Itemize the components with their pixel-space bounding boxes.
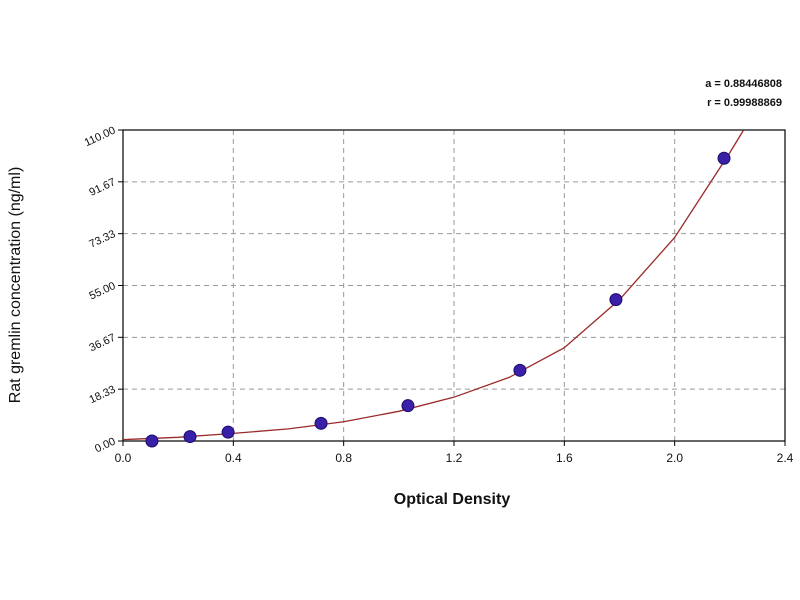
x-tick-label: 0.8 [335, 451, 352, 465]
data-point [221, 425, 235, 439]
annotation: r = 0.99988869 [707, 97, 782, 109]
x-tick-label: 2.4 [777, 451, 794, 465]
x-axis-label: Optical Density [394, 491, 511, 508]
data-point [717, 151, 731, 165]
data-point [183, 430, 197, 444]
x-tick-label: 1.6 [556, 451, 573, 465]
x-tick-label: 0.4 [225, 451, 242, 465]
data-point [145, 434, 159, 448]
x-tick-label: 0.0 [115, 451, 132, 465]
data-point [401, 399, 415, 413]
data-point [609, 293, 623, 307]
x-tick-label: 1.2 [446, 451, 463, 465]
annotation: a = 0.88446808 [705, 78, 782, 90]
data-point [314, 416, 328, 430]
x-tick-label: 2.0 [666, 451, 683, 465]
y-axis-label: Rat gremlin concentration (ng/ml) [7, 167, 24, 404]
data-point [513, 363, 527, 377]
plot-frame [122, 129, 786, 442]
